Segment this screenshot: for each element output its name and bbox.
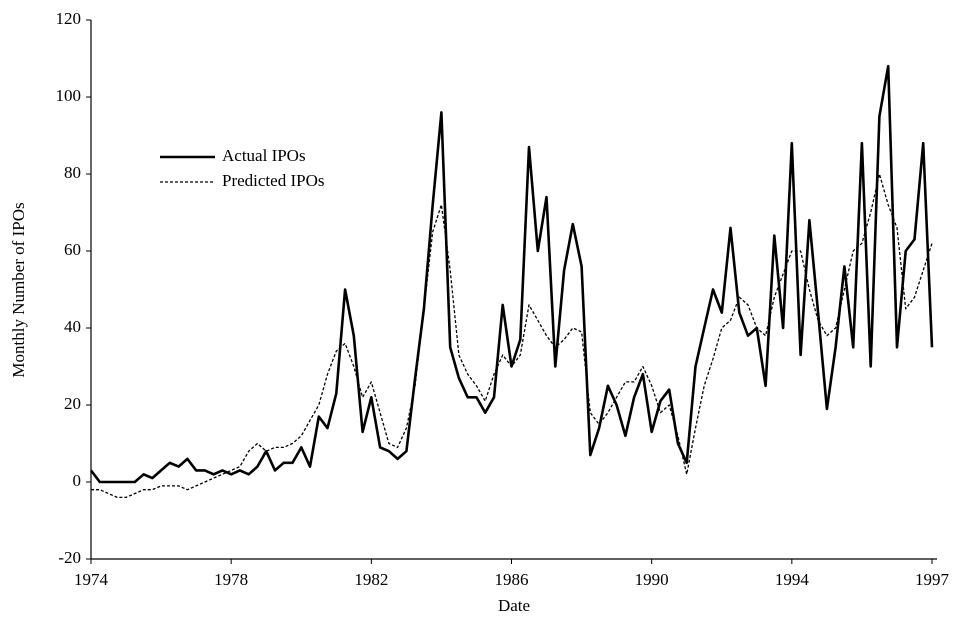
y-axis-label: Monthly Number of IPOs — [9, 202, 28, 377]
x-axis-label: Date — [498, 596, 530, 615]
x-tick-label: 1990 — [635, 570, 669, 589]
line-series — [89, 64, 934, 484]
y-tick-label: 80 — [64, 163, 81, 182]
x-tick-label: 1982 — [354, 570, 388, 589]
y-tick-label: 40 — [64, 317, 81, 336]
line-series — [91, 173, 933, 499]
x-tick-label: 1974 — [74, 570, 109, 589]
legend-label: Actual IPOs — [222, 146, 306, 165]
y-tick-label: -20 — [58, 548, 81, 567]
y-tick-label: 60 — [64, 240, 81, 259]
x-tick-label: 1978 — [214, 570, 248, 589]
x-tick-label: 1994 — [775, 570, 810, 589]
legend-label: Predicted IPOs — [222, 171, 324, 190]
y-tick-label: 120 — [56, 9, 82, 28]
x-tick-label: 1997 — [915, 570, 950, 589]
y-tick-label: 100 — [56, 86, 82, 105]
y-tick-label: 20 — [64, 394, 81, 413]
y-tick-label: 0 — [73, 471, 82, 490]
x-tick-label: 1986 — [495, 570, 529, 589]
